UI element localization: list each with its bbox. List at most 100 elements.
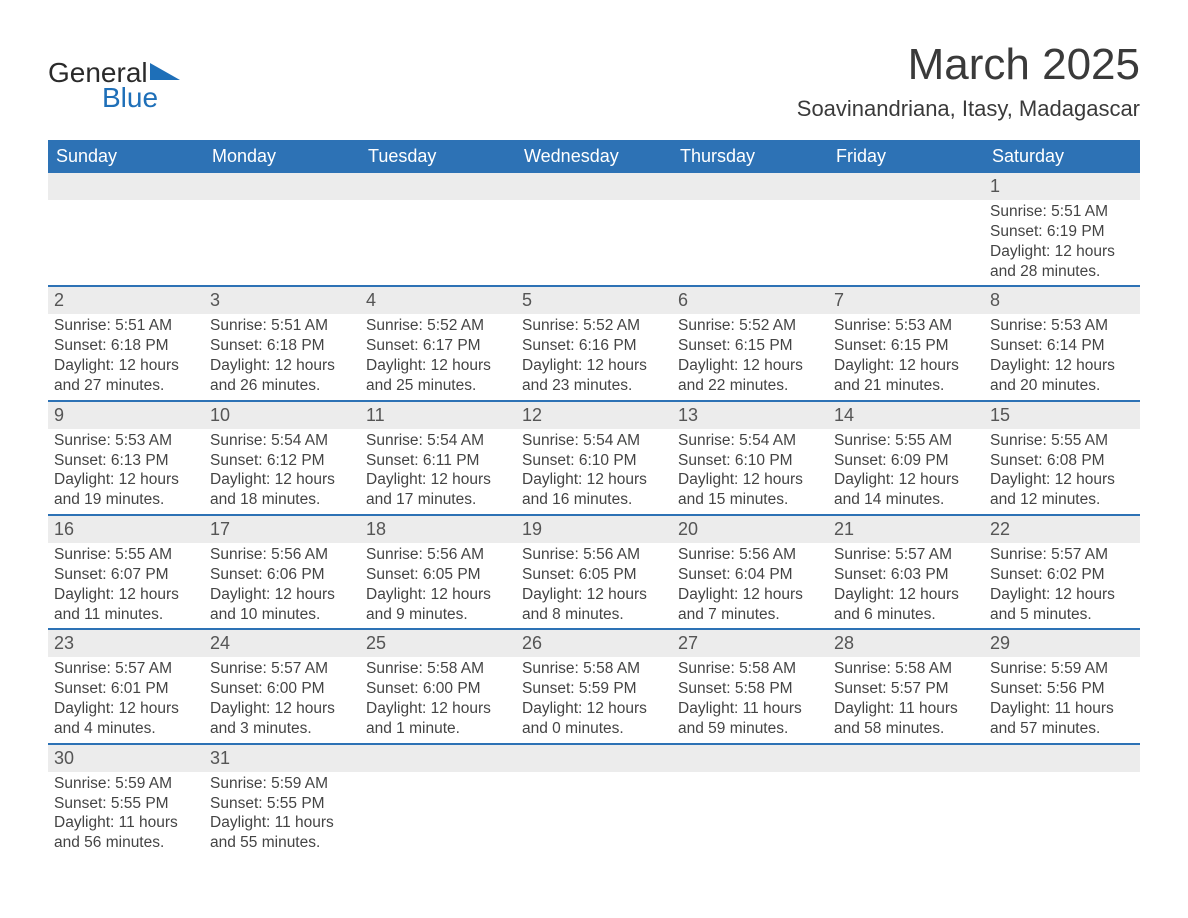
day-sunrise: Sunrise: 5:52 AM (522, 316, 666, 336)
daynum-row: 23242526272829 (48, 629, 1140, 657)
day-sunset: Sunset: 5:57 PM (834, 679, 978, 699)
weekday-header: Thursday (672, 140, 828, 173)
logo-text: General Blue (48, 60, 184, 110)
day-sunrise: Sunrise: 5:58 AM (522, 659, 666, 679)
header-row: General Blue March 2025 Soavinandriana, … (48, 40, 1140, 122)
weekday-header: Wednesday (516, 140, 672, 173)
day-number-cell (828, 173, 984, 200)
day-number: 8 (990, 290, 1000, 310)
day-number-cell: 20 (672, 515, 828, 543)
day-number-cell (672, 744, 828, 772)
day-number: 20 (678, 519, 698, 539)
day-day2: and 59 minutes. (678, 719, 822, 739)
day-day1: Daylight: 11 hours (54, 813, 198, 833)
day-day1: Daylight: 12 hours (522, 699, 666, 719)
logo-triangle-icon (150, 60, 184, 82)
day-sunrise: Sunrise: 5:57 AM (990, 545, 1134, 565)
day-content-cell (828, 200, 984, 286)
day-number-cell (360, 173, 516, 200)
day-day2: and 9 minutes. (366, 605, 510, 625)
day-day1: Daylight: 12 hours (678, 470, 822, 490)
day-content-cell: Sunrise: 5:56 AMSunset: 6:05 PMDaylight:… (360, 543, 516, 629)
day-sunset: Sunset: 6:15 PM (678, 336, 822, 356)
day-sunrise: Sunrise: 5:57 AM (834, 545, 978, 565)
day-content-cell: Sunrise: 5:54 AMSunset: 6:11 PMDaylight:… (360, 429, 516, 515)
day-sunrise: Sunrise: 5:52 AM (678, 316, 822, 336)
day-number: 25 (366, 633, 386, 653)
day-sunset: Sunset: 5:55 PM (210, 794, 354, 814)
day-number-cell: 22 (984, 515, 1140, 543)
day-number-cell: 9 (48, 401, 204, 429)
day-day1: Daylight: 12 hours (990, 242, 1134, 262)
day-number-cell: 14 (828, 401, 984, 429)
day-day1: Daylight: 12 hours (366, 585, 510, 605)
day-content-cell: Sunrise: 5:59 AMSunset: 5:55 PMDaylight:… (204, 772, 360, 857)
content-row: Sunrise: 5:59 AMSunset: 5:55 PMDaylight:… (48, 772, 1140, 857)
day-sunset: Sunset: 6:09 PM (834, 451, 978, 471)
day-number-cell: 11 (360, 401, 516, 429)
day-day1: Daylight: 12 hours (834, 585, 978, 605)
day-sunrise: Sunrise: 5:53 AM (54, 431, 198, 451)
day-content-cell: Sunrise: 5:54 AMSunset: 6:12 PMDaylight:… (204, 429, 360, 515)
day-content-cell (984, 772, 1140, 857)
day-number: 19 (522, 519, 542, 539)
day-content-cell: Sunrise: 5:52 AMSunset: 6:17 PMDaylight:… (360, 314, 516, 400)
day-sunrise: Sunrise: 5:56 AM (522, 545, 666, 565)
day-day2: and 5 minutes. (990, 605, 1134, 625)
day-sunset: Sunset: 6:14 PM (990, 336, 1134, 356)
day-sunset: Sunset: 6:18 PM (54, 336, 198, 356)
day-sunrise: Sunrise: 5:57 AM (54, 659, 198, 679)
day-number: 18 (366, 519, 386, 539)
day-content-cell: Sunrise: 5:51 AMSunset: 6:18 PMDaylight:… (204, 314, 360, 400)
day-sunrise: Sunrise: 5:56 AM (678, 545, 822, 565)
day-number-cell: 17 (204, 515, 360, 543)
day-number-cell: 7 (828, 286, 984, 314)
day-day2: and 28 minutes. (990, 262, 1134, 282)
page-subtitle: Soavinandriana, Itasy, Madagascar (797, 96, 1140, 122)
day-content-cell (516, 772, 672, 857)
day-number-cell: 23 (48, 629, 204, 657)
day-sunset: Sunset: 6:10 PM (678, 451, 822, 471)
day-sunset: Sunset: 6:13 PM (54, 451, 198, 471)
day-number-cell: 24 (204, 629, 360, 657)
day-content-cell: Sunrise: 5:53 AMSunset: 6:15 PMDaylight:… (828, 314, 984, 400)
day-sunset: Sunset: 6:12 PM (210, 451, 354, 471)
day-day2: and 1 minute. (366, 719, 510, 739)
day-number: 30 (54, 748, 74, 768)
day-content-cell: Sunrise: 5:55 AMSunset: 6:07 PMDaylight:… (48, 543, 204, 629)
day-number: 22 (990, 519, 1010, 539)
day-day2: and 0 minutes. (522, 719, 666, 739)
day-number-cell (516, 744, 672, 772)
day-sunset: Sunset: 6:16 PM (522, 336, 666, 356)
day-day2: and 27 minutes. (54, 376, 198, 396)
day-content-cell: Sunrise: 5:58 AMSunset: 5:58 PMDaylight:… (672, 657, 828, 743)
day-number-cell: 3 (204, 286, 360, 314)
daynum-row: 1 (48, 173, 1140, 200)
day-sunset: Sunset: 6:05 PM (522, 565, 666, 585)
day-number-cell: 2 (48, 286, 204, 314)
day-content-cell: Sunrise: 5:58 AMSunset: 5:59 PMDaylight:… (516, 657, 672, 743)
day-content-cell (360, 772, 516, 857)
day-number-cell: 30 (48, 744, 204, 772)
day-day1: Daylight: 12 hours (522, 356, 666, 376)
day-day1: Daylight: 12 hours (678, 356, 822, 376)
day-day2: and 58 minutes. (834, 719, 978, 739)
day-day2: and 4 minutes. (54, 719, 198, 739)
day-sunset: Sunset: 6:02 PM (990, 565, 1134, 585)
day-day1: Daylight: 12 hours (210, 356, 354, 376)
day-number-cell: 19 (516, 515, 672, 543)
day-number-cell (48, 173, 204, 200)
day-day1: Daylight: 12 hours (54, 585, 198, 605)
day-day2: and 26 minutes. (210, 376, 354, 396)
day-number-cell: 28 (828, 629, 984, 657)
day-day1: Daylight: 11 hours (678, 699, 822, 719)
day-day1: Daylight: 12 hours (366, 699, 510, 719)
day-day1: Daylight: 12 hours (54, 699, 198, 719)
day-sunrise: Sunrise: 5:53 AM (834, 316, 978, 336)
day-day1: Daylight: 12 hours (366, 470, 510, 490)
daynum-row: 9101112131415 (48, 401, 1140, 429)
day-sunrise: Sunrise: 5:51 AM (54, 316, 198, 336)
day-sunset: Sunset: 6:03 PM (834, 565, 978, 585)
day-day2: and 21 minutes. (834, 376, 978, 396)
day-sunrise: Sunrise: 5:54 AM (366, 431, 510, 451)
